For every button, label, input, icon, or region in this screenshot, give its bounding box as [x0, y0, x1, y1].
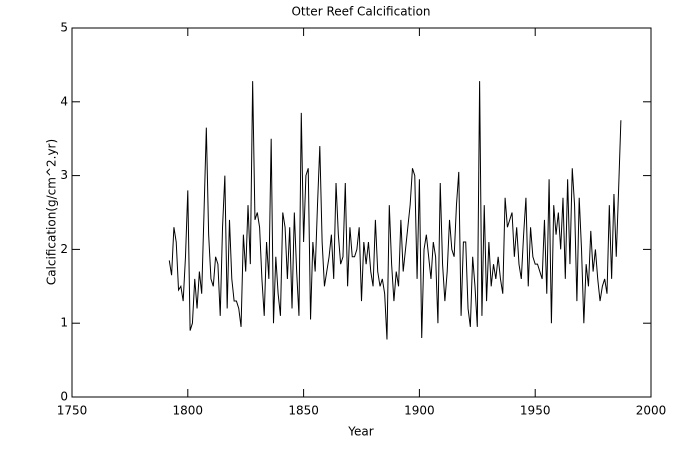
- x-tick-label: 1950: [520, 404, 551, 418]
- plot-frame: [71, 27, 652, 398]
- y-tick-label: 0: [60, 390, 68, 404]
- y-axis-label: Calcification(g/cm^2.yr): [45, 139, 59, 285]
- x-tick-label: 1850: [288, 404, 319, 418]
- y-tick-label: 1: [60, 316, 68, 330]
- y-tick-label: 4: [60, 94, 68, 108]
- x-tick-label: 1900: [404, 404, 435, 418]
- chart-title: Otter Reef Calcification: [291, 5, 430, 19]
- y-tick-label: 2: [60, 242, 68, 256]
- x-tick-label: 1800: [173, 404, 204, 418]
- x-axis-label: Year: [347, 425, 373, 439]
- y-tick-label: 3: [60, 168, 68, 182]
- data-line: [168, 81, 622, 340]
- x-tick-label: 2000: [636, 404, 667, 418]
- y-tick-label: 5: [60, 21, 68, 35]
- x-tick-label: 1750: [57, 404, 88, 418]
